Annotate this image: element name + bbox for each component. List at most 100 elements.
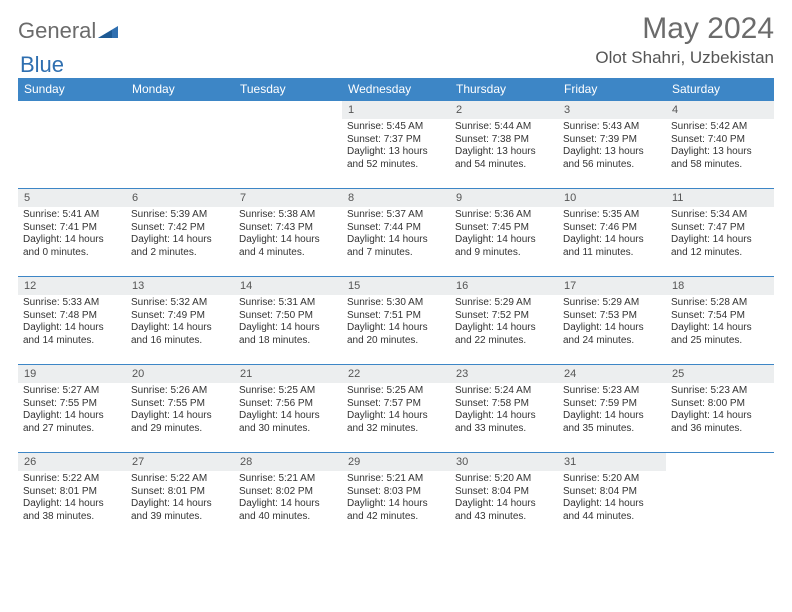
day-content: Sunrise: 5:39 AMSunset: 7:42 PMDaylight:… [126, 207, 234, 263]
sunset-text: Sunset: 7:55 PM [23, 398, 121, 411]
weekday-header: Thursday [450, 78, 558, 101]
sunrise-text: Sunrise: 5:27 AM [23, 385, 121, 398]
location: Olot Shahri, Uzbekistan [595, 48, 774, 68]
sunset-text: Sunset: 7:54 PM [671, 310, 769, 323]
sunset-text: Sunset: 7:57 PM [347, 398, 445, 411]
sunrise-text: Sunrise: 5:39 AM [131, 209, 229, 222]
day-content: Sunrise: 5:20 AMSunset: 8:04 PMDaylight:… [558, 471, 666, 527]
calendar-cell: 19Sunrise: 5:27 AMSunset: 7:55 PMDayligh… [18, 365, 126, 453]
weekday-header: Friday [558, 78, 666, 101]
day-content: Sunrise: 5:22 AMSunset: 8:01 PMDaylight:… [18, 471, 126, 527]
day-number: 16 [450, 277, 558, 295]
sunrise-text: Sunrise: 5:35 AM [563, 209, 661, 222]
sunrise-text: Sunrise: 5:20 AM [455, 473, 553, 486]
calendar-row: 26Sunrise: 5:22 AMSunset: 8:01 PMDayligh… [18, 453, 774, 541]
daylight-text: Daylight: 14 hours and 30 minutes. [239, 410, 337, 435]
sunrise-text: Sunrise: 5:20 AM [563, 473, 661, 486]
day-number: 25 [666, 365, 774, 383]
day-content: Sunrise: 5:29 AMSunset: 7:52 PMDaylight:… [450, 295, 558, 351]
weekday-header: Tuesday [234, 78, 342, 101]
daylight-text: Daylight: 13 hours and 56 minutes. [563, 146, 661, 171]
weekday-header-row: SundayMondayTuesdayWednesdayThursdayFrid… [18, 78, 774, 101]
calendar-table: SundayMondayTuesdayWednesdayThursdayFrid… [18, 78, 774, 541]
sunset-text: Sunset: 7:38 PM [455, 134, 553, 147]
daylight-text: Daylight: 14 hours and 33 minutes. [455, 410, 553, 435]
calendar-cell: 6Sunrise: 5:39 AMSunset: 7:42 PMDaylight… [126, 189, 234, 277]
day-number: 29 [342, 453, 450, 471]
sunrise-text: Sunrise: 5:24 AM [455, 385, 553, 398]
daylight-text: Daylight: 14 hours and 27 minutes. [23, 410, 121, 435]
calendar-cell: 12Sunrise: 5:33 AMSunset: 7:48 PMDayligh… [18, 277, 126, 365]
day-content: Sunrise: 5:27 AMSunset: 7:55 PMDaylight:… [18, 383, 126, 439]
day-content: Sunrise: 5:24 AMSunset: 7:58 PMDaylight:… [450, 383, 558, 439]
sunrise-text: Sunrise: 5:28 AM [671, 297, 769, 310]
weekday-header: Monday [126, 78, 234, 101]
calendar-cell: 17Sunrise: 5:29 AMSunset: 7:53 PMDayligh… [558, 277, 666, 365]
day-content: Sunrise: 5:22 AMSunset: 8:01 PMDaylight:… [126, 471, 234, 527]
sunrise-text: Sunrise: 5:23 AM [563, 385, 661, 398]
calendar-cell: 22Sunrise: 5:25 AMSunset: 7:57 PMDayligh… [342, 365, 450, 453]
calendar-cell: 20Sunrise: 5:26 AMSunset: 7:55 PMDayligh… [126, 365, 234, 453]
day-content: Sunrise: 5:36 AMSunset: 7:45 PMDaylight:… [450, 207, 558, 263]
sunset-text: Sunset: 7:46 PM [563, 222, 661, 235]
sunrise-text: Sunrise: 5:29 AM [563, 297, 661, 310]
sunrise-text: Sunrise: 5:43 AM [563, 121, 661, 134]
calendar-cell: 1Sunrise: 5:45 AMSunset: 7:37 PMDaylight… [342, 101, 450, 189]
sunset-text: Sunset: 7:48 PM [23, 310, 121, 323]
calendar-cell: 9Sunrise: 5:36 AMSunset: 7:45 PMDaylight… [450, 189, 558, 277]
day-number: 23 [450, 365, 558, 383]
calendar-row: 5Sunrise: 5:41 AMSunset: 7:41 PMDaylight… [18, 189, 774, 277]
sunset-text: Sunset: 8:01 PM [131, 486, 229, 499]
sunrise-text: Sunrise: 5:25 AM [347, 385, 445, 398]
sunset-text: Sunset: 7:43 PM [239, 222, 337, 235]
daylight-text: Daylight: 14 hours and 9 minutes. [455, 234, 553, 259]
sunset-text: Sunset: 8:03 PM [347, 486, 445, 499]
sunset-text: Sunset: 7:42 PM [131, 222, 229, 235]
sunrise-text: Sunrise: 5:26 AM [131, 385, 229, 398]
calendar-cell: 29Sunrise: 5:21 AMSunset: 8:03 PMDayligh… [342, 453, 450, 541]
day-number: 13 [126, 277, 234, 295]
sunset-text: Sunset: 7:37 PM [347, 134, 445, 147]
day-number: 8 [342, 189, 450, 207]
day-content: Sunrise: 5:41 AMSunset: 7:41 PMDaylight:… [18, 207, 126, 263]
sunrise-text: Sunrise: 5:41 AM [23, 209, 121, 222]
day-number: 5 [18, 189, 126, 207]
sunrise-text: Sunrise: 5:21 AM [347, 473, 445, 486]
day-number: 30 [450, 453, 558, 471]
brand-part1: General [18, 18, 96, 44]
sunset-text: Sunset: 7:59 PM [563, 398, 661, 411]
calendar-cell: 5Sunrise: 5:41 AMSunset: 7:41 PMDaylight… [18, 189, 126, 277]
sunset-text: Sunset: 7:40 PM [671, 134, 769, 147]
day-content: Sunrise: 5:44 AMSunset: 7:38 PMDaylight:… [450, 119, 558, 175]
day-number [234, 101, 342, 119]
sunrise-text: Sunrise: 5:42 AM [671, 121, 769, 134]
sunrise-text: Sunrise: 5:30 AM [347, 297, 445, 310]
sunset-text: Sunset: 7:53 PM [563, 310, 661, 323]
day-number: 26 [18, 453, 126, 471]
day-content: Sunrise: 5:23 AMSunset: 7:59 PMDaylight:… [558, 383, 666, 439]
sunset-text: Sunset: 7:55 PM [131, 398, 229, 411]
sunrise-text: Sunrise: 5:34 AM [671, 209, 769, 222]
day-content: Sunrise: 5:30 AMSunset: 7:51 PMDaylight:… [342, 295, 450, 351]
day-content: Sunrise: 5:25 AMSunset: 7:56 PMDaylight:… [234, 383, 342, 439]
sunrise-text: Sunrise: 5:29 AM [455, 297, 553, 310]
daylight-text: Daylight: 14 hours and 12 minutes. [671, 234, 769, 259]
sunset-text: Sunset: 8:04 PM [455, 486, 553, 499]
day-content: Sunrise: 5:21 AMSunset: 8:03 PMDaylight:… [342, 471, 450, 527]
calendar-cell: 15Sunrise: 5:30 AMSunset: 7:51 PMDayligh… [342, 277, 450, 365]
sunrise-text: Sunrise: 5:22 AM [23, 473, 121, 486]
daylight-text: Daylight: 14 hours and 36 minutes. [671, 410, 769, 435]
day-number: 12 [18, 277, 126, 295]
sunrise-text: Sunrise: 5:44 AM [455, 121, 553, 134]
calendar-cell: 7Sunrise: 5:38 AMSunset: 7:43 PMDaylight… [234, 189, 342, 277]
daylight-text: Daylight: 14 hours and 25 minutes. [671, 322, 769, 347]
day-number: 4 [666, 101, 774, 119]
daylight-text: Daylight: 13 hours and 52 minutes. [347, 146, 445, 171]
title-block: May 2024 Olot Shahri, Uzbekistan [595, 12, 774, 68]
day-content: Sunrise: 5:37 AMSunset: 7:44 PMDaylight:… [342, 207, 450, 263]
daylight-text: Daylight: 14 hours and 35 minutes. [563, 410, 661, 435]
day-number [666, 453, 774, 471]
daylight-text: Daylight: 14 hours and 11 minutes. [563, 234, 661, 259]
calendar-cell: 3Sunrise: 5:43 AMSunset: 7:39 PMDaylight… [558, 101, 666, 189]
day-number: 28 [234, 453, 342, 471]
